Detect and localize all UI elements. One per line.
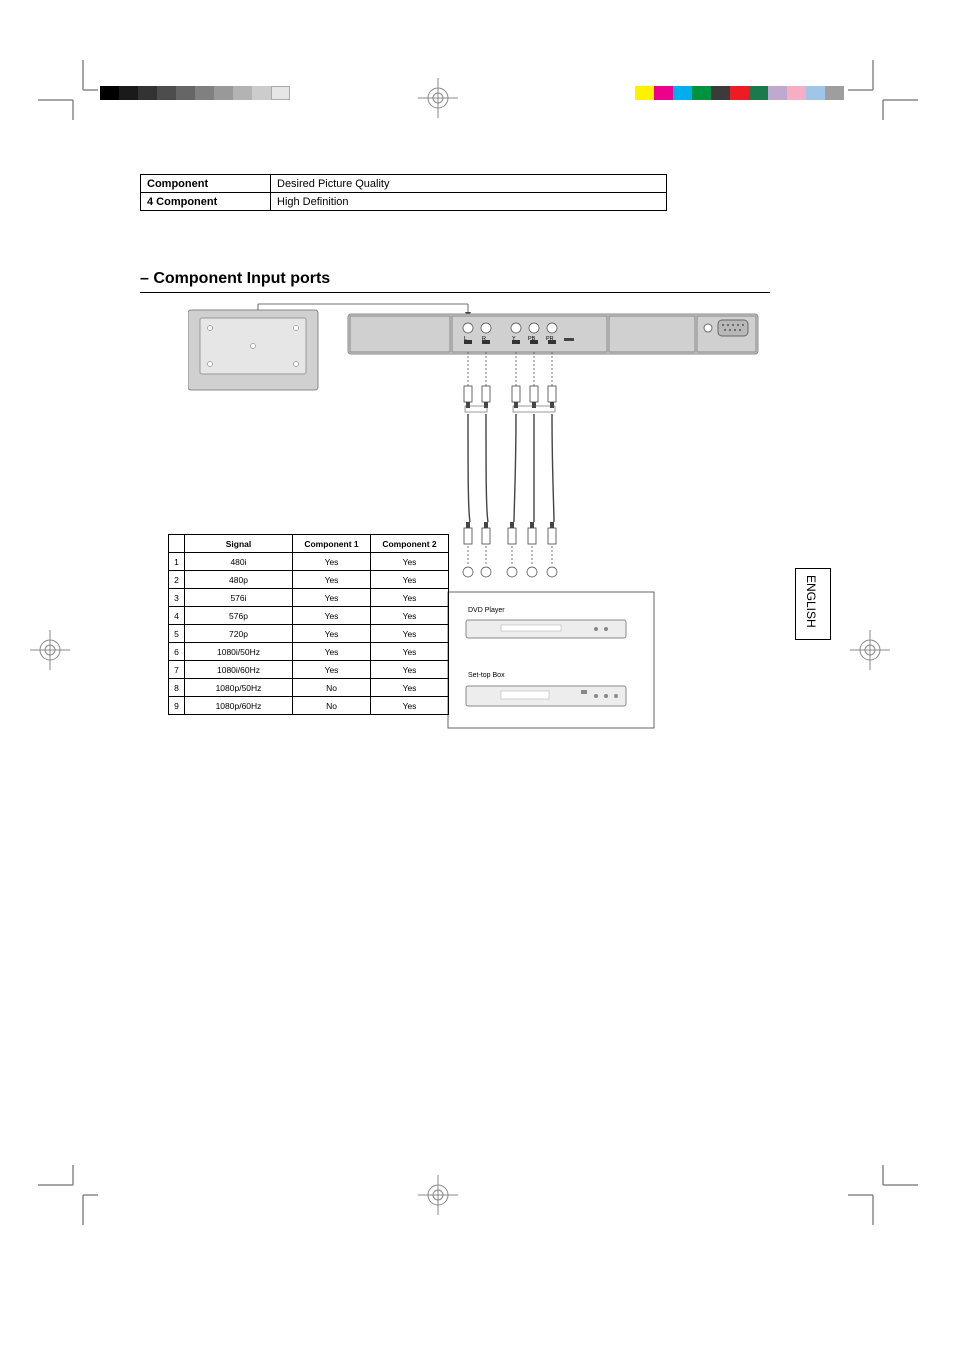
- color-swatch: [806, 86, 825, 100]
- color-swatch: [787, 86, 806, 100]
- table-row: 81080p/50HzNoYes: [169, 679, 449, 697]
- crop-mark-bottom-left: [38, 1165, 98, 1225]
- section-heading: – Component Input ports: [140, 270, 770, 293]
- table-row: 2480pYesYes: [169, 571, 449, 589]
- gray-swatch: [119, 86, 138, 100]
- col-header-signal: Signal: [185, 535, 293, 553]
- color-calibration-strip: [635, 86, 844, 100]
- color-swatch: [711, 86, 730, 100]
- table-row: 4576pYesYes: [169, 607, 449, 625]
- registration-mark-left: [30, 630, 70, 670]
- registration-mark-top: [418, 78, 458, 118]
- gray-swatch: [100, 86, 119, 100]
- port-label-pb: PB: [528, 336, 535, 342]
- col-header-comp1: Component 1: [293, 535, 371, 553]
- crop-mark-top-right: [848, 60, 918, 120]
- registration-mark-right: [850, 630, 890, 670]
- title-cell: Desired Picture Quality: [271, 175, 667, 193]
- col-header-comp2: Component 2: [371, 535, 449, 553]
- title-cell: High Definition: [271, 193, 667, 211]
- color-swatch: [825, 86, 844, 100]
- color-swatch: [635, 86, 654, 100]
- gray-swatch: [176, 86, 195, 100]
- device-label-stb: Set-top Box: [468, 672, 505, 679]
- crop-mark-top-left: [38, 60, 98, 120]
- color-swatch: [730, 86, 749, 100]
- table-row: 91080p/60HzNoYes: [169, 697, 449, 715]
- color-swatch: [692, 86, 711, 100]
- table-row: 1480iYesYes: [169, 553, 449, 571]
- port-label-y: Y: [512, 336, 516, 342]
- language-tab-label: ENGLISH: [796, 569, 826, 634]
- gray-swatch: [138, 86, 157, 100]
- title-table: Component Desired Picture Quality 4 Comp…: [140, 174, 667, 211]
- port-label-audio-l: L: [464, 336, 467, 342]
- port-label-audio-r: R: [482, 336, 486, 342]
- gray-swatch: [157, 86, 176, 100]
- registration-mark-bottom: [418, 1175, 458, 1215]
- table-row: 5720pYesYes: [169, 625, 449, 643]
- device-label-dvd: DVD Player: [468, 607, 505, 614]
- table-row: 71080i/60HzYesYes: [169, 661, 449, 679]
- color-swatch: [749, 86, 768, 100]
- title-cell: 4 Component: [141, 193, 271, 211]
- gray-swatch: [214, 86, 233, 100]
- signal-format-table: Signal Component 1 Component 2 1480iYesY…: [168, 534, 449, 715]
- port-label-pr: PR: [546, 336, 554, 342]
- table-row: 61080i/50HzYesYes: [169, 643, 449, 661]
- title-cell: Component: [141, 175, 271, 193]
- gray-swatch: [252, 86, 271, 100]
- table-row: 3576iYesYes: [169, 589, 449, 607]
- color-swatch: [673, 86, 692, 100]
- plug-set-bottom: [464, 522, 556, 544]
- crop-mark-bottom-right: [848, 1165, 918, 1225]
- color-swatch: [768, 86, 787, 100]
- gray-swatch: [233, 86, 252, 100]
- gray-swatch: [195, 86, 214, 100]
- plug-set-top: [464, 386, 556, 412]
- gray-swatch: [271, 86, 290, 100]
- language-tab: ENGLISH: [795, 568, 831, 640]
- color-swatch: [654, 86, 673, 100]
- grayscale-calibration-strip: [100, 86, 290, 100]
